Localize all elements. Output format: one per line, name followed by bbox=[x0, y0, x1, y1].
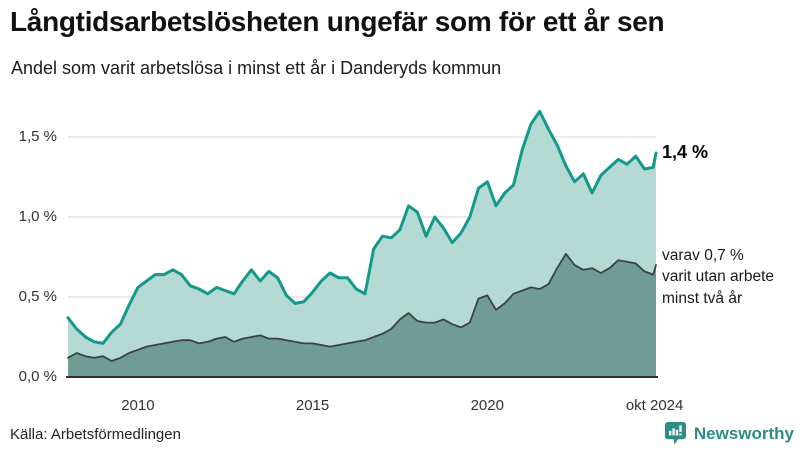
chart-title: Långtidsarbetslösheten ungefär som för e… bbox=[10, 6, 665, 37]
source-note: Källa: Arbetsförmedlingen bbox=[10, 426, 181, 443]
y-axis-tick-1-5: 1,5 % bbox=[18, 128, 57, 145]
end-value-sub-label: varav 0,7 % varit utan arbete minst två … bbox=[662, 245, 774, 309]
line-series-0 bbox=[66, 109, 658, 345]
end-value-sub-line-1: varav 0,7 % bbox=[662, 247, 744, 264]
chart-subtitle: Andel som varit arbetslösa i minst ett å… bbox=[11, 58, 502, 78]
x-axis-tick-okt-2024: okt 2024 bbox=[625, 397, 684, 414]
x-axis-tick-2020: 2020 bbox=[470, 397, 504, 414]
end-value-sub-line-3: minst två år bbox=[662, 289, 743, 307]
newsworthy-wordmark: Newsworthy bbox=[693, 423, 794, 443]
newsworthy-logo: Newsworthy bbox=[664, 421, 794, 446]
x-axis-tick-2010: 2010 bbox=[121, 397, 155, 414]
y-axis-tick-0-0: 0,0 % bbox=[18, 368, 57, 385]
area-series-1 bbox=[68, 253, 656, 377]
end-value-label: 1,4 % bbox=[662, 142, 709, 162]
y-axis-tick-0-5: 0,5 % bbox=[18, 288, 57, 305]
line-series-1 bbox=[67, 252, 657, 362]
y-axis-tick-1-0: 1,0 % bbox=[18, 208, 57, 225]
x-axis-tick-2015: 2015 bbox=[295, 397, 330, 414]
end-value-sub-line-2: varit utan arbete bbox=[662, 268, 775, 286]
newsworthy-logo-icon bbox=[664, 422, 686, 445]
